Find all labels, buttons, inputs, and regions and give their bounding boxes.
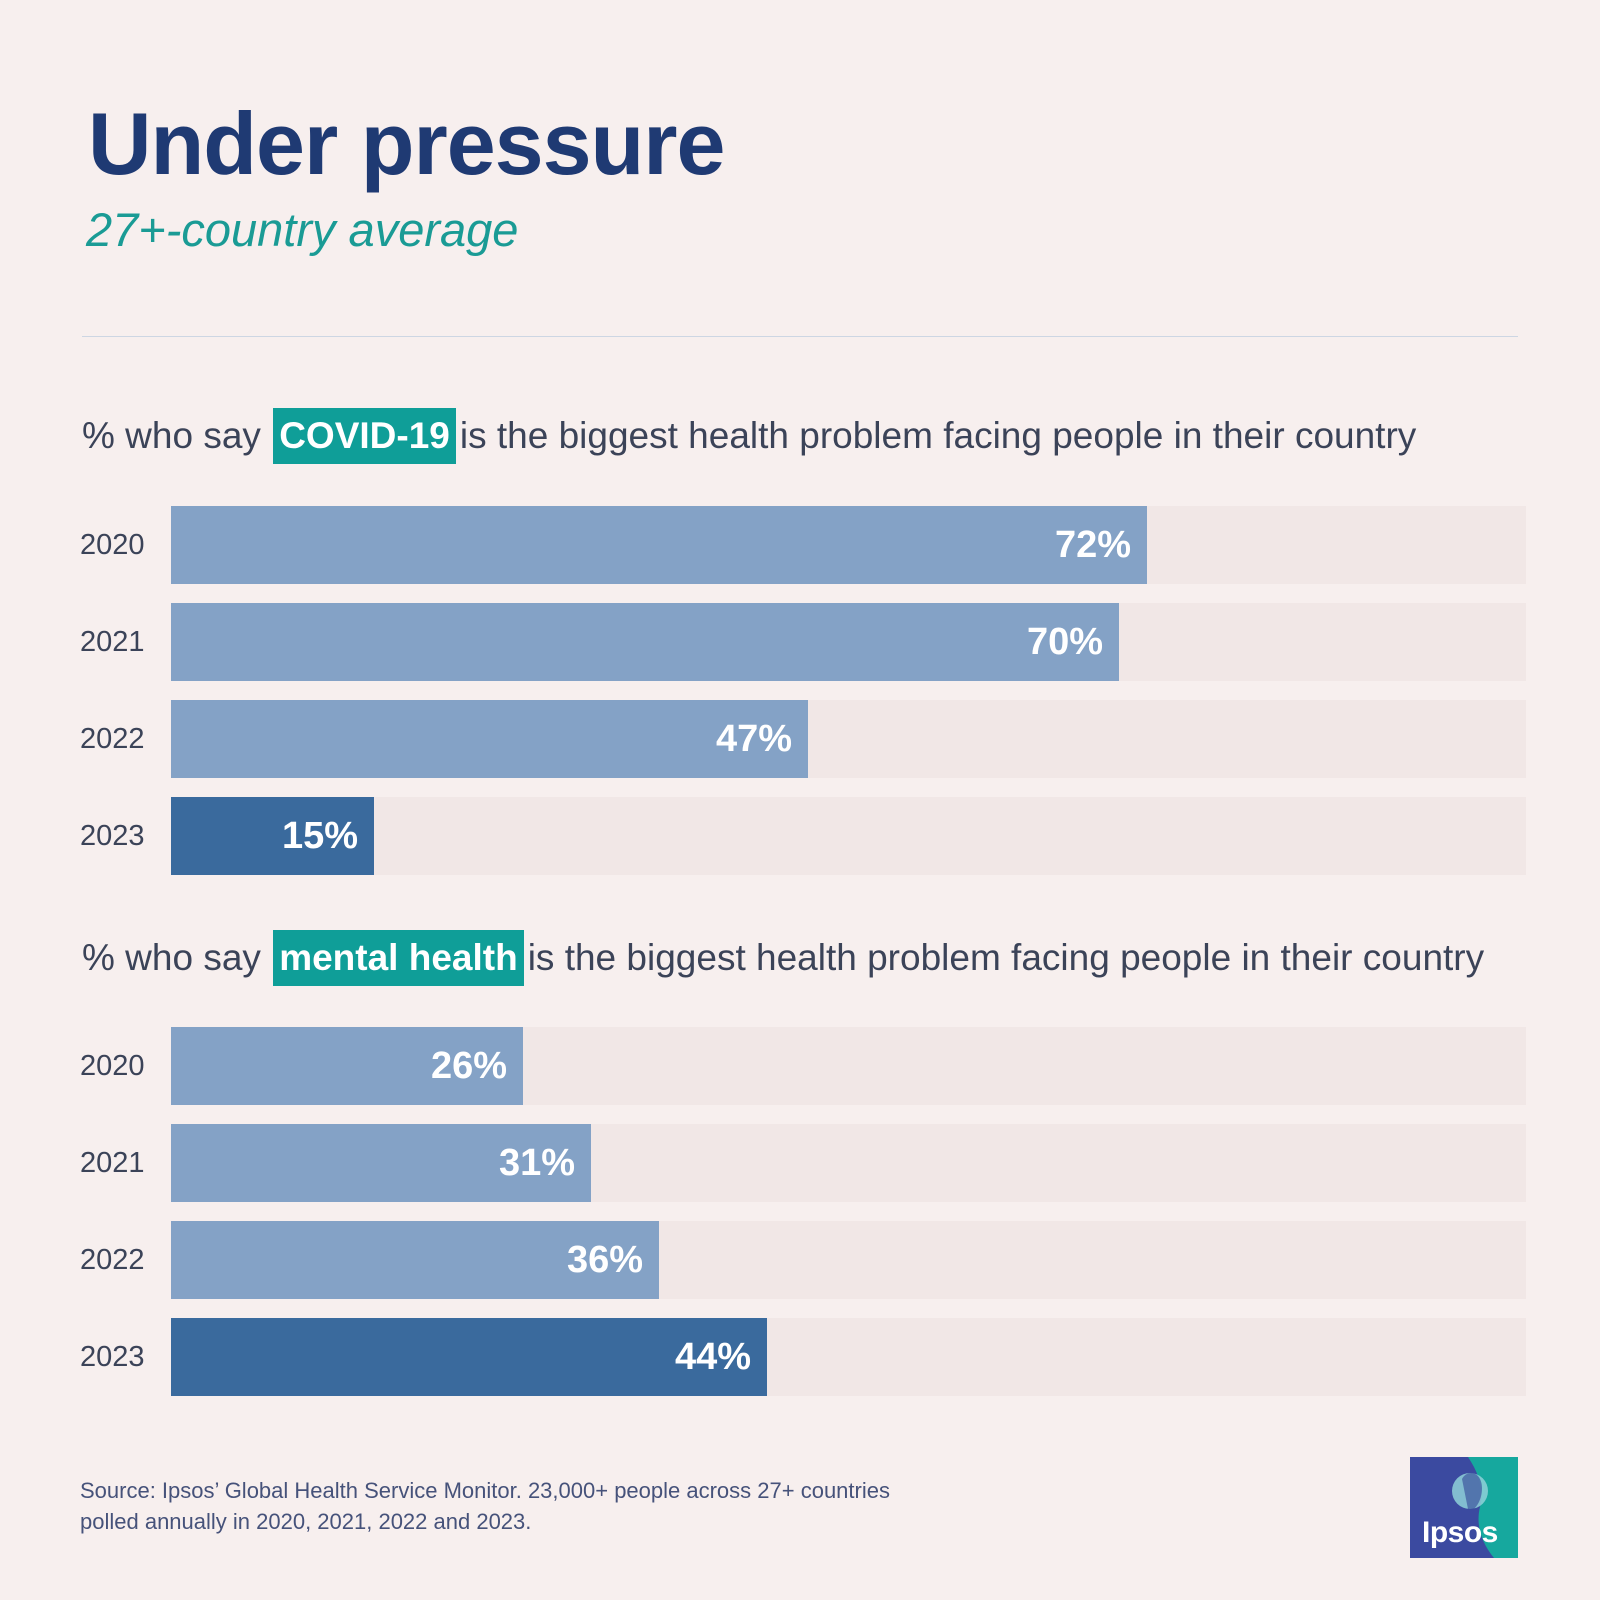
bar-2020 [171,506,1147,584]
mental-health-question: % who say mental health is the biggest he… [82,930,1484,986]
logo-text: Ipsos [1422,1516,1498,1549]
covid-question-suffix: is the biggest health problem facing peo… [459,415,1417,456]
bar-track: 72% [171,506,1526,584]
mental-health-highlight: mental health [273,930,524,986]
mental-health-row-2022: 2022 36% [0,1221,1600,1299]
mental-health-question-suffix: is the biggest health problem facing peo… [527,937,1485,978]
logo-profile-shade [1462,1473,1482,1509]
bar-value-label: 15% [281,815,358,857]
bar-value-label: 26% [430,1045,507,1087]
bar-track: 70% [171,603,1526,681]
mental-health-row-2020: 2020 26% [0,1027,1600,1105]
covid-row-2023: 2023 15% [0,797,1600,875]
bar-2023 [171,1318,767,1396]
bar-track: 44% [171,1318,1526,1396]
bar-2023 [171,797,374,875]
year-label: 2021 [80,626,145,658]
chart-subtitle: 27+-country average [86,203,519,256]
bar-track: 47% [171,700,1526,778]
bar-2021 [171,603,1119,681]
year-label: 2022 [80,1244,145,1276]
bar-track: 26% [171,1027,1526,1105]
covid-row-2022: 2022 47% [0,700,1600,778]
bar-value-label: 72% [1054,524,1131,566]
covid-question: % who say COVID-19 is the biggest health … [82,408,1416,464]
year-label: 2021 [80,1147,145,1179]
bar-2021 [171,1124,591,1202]
bar-track: 31% [171,1124,1526,1202]
year-label: 2020 [80,529,145,561]
ipsos-logo [1410,1457,1518,1558]
bar-track: 36% [171,1221,1526,1299]
chart-title: Under pressure [88,94,725,193]
header-divider [82,336,1518,337]
year-label: 2022 [80,723,145,755]
bar-2020 [171,1027,523,1105]
bar-value-label: 47% [715,718,792,760]
mental-health-row-2021: 2021 31% [0,1124,1600,1202]
covid-question-prefix: % who say [82,415,261,456]
year-label: 2023 [80,1341,145,1373]
bar-value-label: 44% [674,1336,751,1378]
bar-2022 [171,700,808,778]
mental-health-question-prefix: % who say [82,937,261,978]
source-note: Source: Ipsos’ Global Health Service Mon… [80,1475,980,1537]
source-line-1: Source: Ipsos’ Global Health Service Mon… [80,1478,890,1503]
bar-2022 [171,1221,659,1299]
year-label: 2023 [80,820,145,852]
bar-value-label: 31% [498,1142,575,1184]
covid-row-2021: 2021 70% [0,603,1600,681]
covid-row-2020: 2020 72% [0,506,1600,584]
bar-track: 15% [171,797,1526,875]
bar-value-label: 36% [566,1239,643,1281]
covid-highlight: COVID-19 [273,408,456,464]
bar-value-label: 70% [1026,621,1103,663]
mental-health-row-2023: 2023 44% [0,1318,1600,1396]
year-label: 2020 [80,1050,145,1082]
source-line-2: polled annually in 2020, 2021, 2022 and … [80,1509,532,1534]
